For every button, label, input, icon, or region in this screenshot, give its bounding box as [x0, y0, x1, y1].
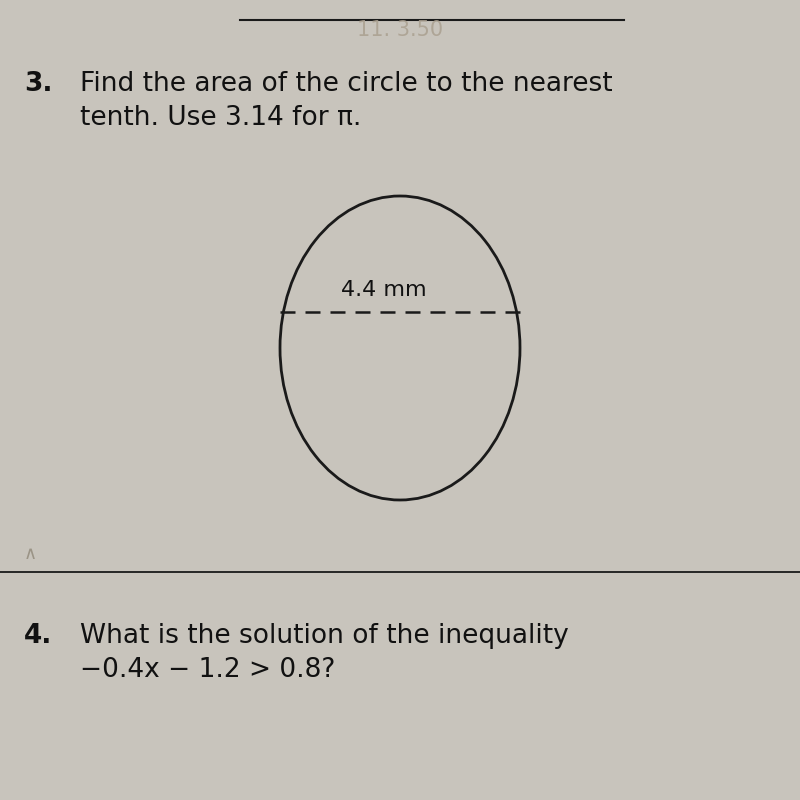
- Text: Find the area of the circle to the nearest: Find the area of the circle to the neare…: [80, 71, 613, 97]
- Text: What is the solution of the inequality: What is the solution of the inequality: [80, 623, 569, 649]
- Text: 4.4 mm: 4.4 mm: [341, 279, 427, 299]
- Text: tenth. Use 3.14 for π.: tenth. Use 3.14 for π.: [80, 106, 362, 131]
- Text: −0.4x − 1.2 > 0.8?: −0.4x − 1.2 > 0.8?: [80, 658, 335, 683]
- Text: 4.: 4.: [24, 623, 52, 649]
- Text: ∧: ∧: [24, 546, 37, 563]
- Text: 3.: 3.: [24, 71, 53, 97]
- Text: 11. 3.50: 11. 3.50: [357, 20, 443, 40]
